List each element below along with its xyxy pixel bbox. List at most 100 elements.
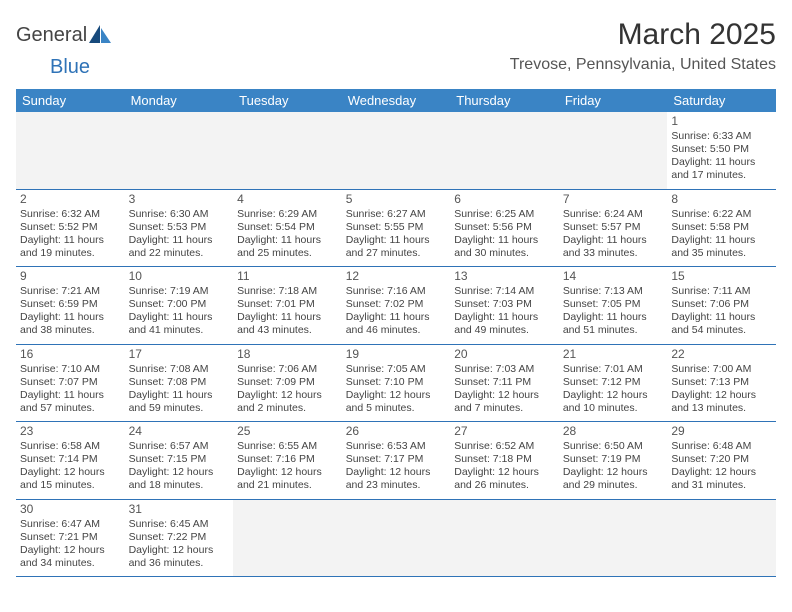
- daylight-text: Daylight: 12 hours and 23 minutes.: [346, 466, 447, 492]
- sunrise-text: Sunrise: 6:33 AM: [671, 130, 772, 143]
- logo-sail-icon: [89, 25, 111, 49]
- day-cell: 27Sunrise: 6:52 AMSunset: 7:18 PMDayligh…: [450, 422, 559, 500]
- sunset-text: Sunset: 7:18 PM: [454, 453, 555, 466]
- brand-logo: General: [16, 24, 111, 47]
- calendar-table: SundayMondayTuesdayWednesdayThursdayFrid…: [16, 89, 776, 577]
- day-cell: 8Sunrise: 6:22 AMSunset: 5:58 PMDaylight…: [667, 189, 776, 267]
- day-number: 19: [346, 347, 447, 362]
- day-cell: 1Sunrise: 6:33 AMSunset: 5:50 PMDaylight…: [667, 112, 776, 189]
- day-cell: 18Sunrise: 7:06 AMSunset: 7:09 PMDayligh…: [233, 344, 342, 422]
- day-cell: 7Sunrise: 6:24 AMSunset: 5:57 PMDaylight…: [559, 189, 668, 267]
- weekday-header: Tuesday: [233, 89, 342, 112]
- day-cell: 25Sunrise: 6:55 AMSunset: 7:16 PMDayligh…: [233, 422, 342, 500]
- day-cell: 9Sunrise: 7:21 AMSunset: 6:59 PMDaylight…: [16, 267, 125, 345]
- sunset-text: Sunset: 7:07 PM: [20, 376, 121, 389]
- day-cell: 21Sunrise: 7:01 AMSunset: 7:12 PMDayligh…: [559, 344, 668, 422]
- daylight-text: Daylight: 11 hours and 57 minutes.: [20, 389, 121, 415]
- empty-cell: [559, 112, 668, 189]
- calendar-row: 23Sunrise: 6:58 AMSunset: 7:14 PMDayligh…: [16, 422, 776, 500]
- sunset-text: Sunset: 7:21 PM: [20, 531, 121, 544]
- daylight-text: Daylight: 12 hours and 21 minutes.: [237, 466, 338, 492]
- sunrise-text: Sunrise: 7:14 AM: [454, 285, 555, 298]
- empty-cell: [667, 499, 776, 577]
- day-number: 7: [563, 192, 664, 207]
- day-cell: 19Sunrise: 7:05 AMSunset: 7:10 PMDayligh…: [342, 344, 451, 422]
- daylight-text: Daylight: 11 hours and 35 minutes.: [671, 234, 772, 260]
- daylight-text: Daylight: 11 hours and 41 minutes.: [129, 311, 230, 337]
- sunset-text: Sunset: 7:05 PM: [563, 298, 664, 311]
- calendar-row: 2Sunrise: 6:32 AMSunset: 5:52 PMDaylight…: [16, 189, 776, 267]
- day-cell: 10Sunrise: 7:19 AMSunset: 7:00 PMDayligh…: [125, 267, 234, 345]
- daylight-text: Daylight: 12 hours and 26 minutes.: [454, 466, 555, 492]
- weekday-header: Saturday: [667, 89, 776, 112]
- day-number: 21: [563, 347, 664, 362]
- sunset-text: Sunset: 5:53 PM: [129, 221, 230, 234]
- daylight-text: Daylight: 11 hours and 46 minutes.: [346, 311, 447, 337]
- empty-cell: [559, 499, 668, 577]
- location-text: Trevose, Pennsylvania, United States: [510, 56, 776, 74]
- day-cell: 16Sunrise: 7:10 AMSunset: 7:07 PMDayligh…: [16, 344, 125, 422]
- sunset-text: Sunset: 7:09 PM: [237, 376, 338, 389]
- day-cell: 29Sunrise: 6:48 AMSunset: 7:20 PMDayligh…: [667, 422, 776, 500]
- sunrise-text: Sunrise: 7:19 AM: [129, 285, 230, 298]
- day-cell: 6Sunrise: 6:25 AMSunset: 5:56 PMDaylight…: [450, 189, 559, 267]
- day-cell: 30Sunrise: 6:47 AMSunset: 7:21 PMDayligh…: [16, 499, 125, 577]
- daylight-text: Daylight: 11 hours and 43 minutes.: [237, 311, 338, 337]
- day-cell: 3Sunrise: 6:30 AMSunset: 5:53 PMDaylight…: [125, 189, 234, 267]
- daylight-text: Daylight: 11 hours and 19 minutes.: [20, 234, 121, 260]
- daylight-text: Daylight: 11 hours and 27 minutes.: [346, 234, 447, 260]
- empty-cell: [125, 112, 234, 189]
- day-cell: 22Sunrise: 7:00 AMSunset: 7:13 PMDayligh…: [667, 344, 776, 422]
- calendar-row: 9Sunrise: 7:21 AMSunset: 6:59 PMDaylight…: [16, 267, 776, 345]
- daylight-text: Daylight: 12 hours and 10 minutes.: [563, 389, 664, 415]
- day-cell: 4Sunrise: 6:29 AMSunset: 5:54 PMDaylight…: [233, 189, 342, 267]
- daylight-text: Daylight: 11 hours and 54 minutes.: [671, 311, 772, 337]
- daylight-text: Daylight: 12 hours and 29 minutes.: [563, 466, 664, 492]
- empty-cell: [450, 499, 559, 577]
- sunrise-text: Sunrise: 7:01 AM: [563, 363, 664, 376]
- day-number: 27: [454, 424, 555, 439]
- day-number: 17: [129, 347, 230, 362]
- brand-part2: Blue: [50, 56, 90, 79]
- sunrise-text: Sunrise: 6:29 AM: [237, 208, 338, 221]
- daylight-text: Daylight: 11 hours and 49 minutes.: [454, 311, 555, 337]
- day-cell: 17Sunrise: 7:08 AMSunset: 7:08 PMDayligh…: [125, 344, 234, 422]
- daylight-text: Daylight: 12 hours and 18 minutes.: [129, 466, 230, 492]
- day-cell: 26Sunrise: 6:53 AMSunset: 7:17 PMDayligh…: [342, 422, 451, 500]
- sunrise-text: Sunrise: 6:45 AM: [129, 518, 230, 531]
- sunset-text: Sunset: 5:57 PM: [563, 221, 664, 234]
- sunrise-text: Sunrise: 7:18 AM: [237, 285, 338, 298]
- daylight-text: Daylight: 12 hours and 36 minutes.: [129, 544, 230, 570]
- daylight-text: Daylight: 11 hours and 25 minutes.: [237, 234, 338, 260]
- day-number: 28: [563, 424, 664, 439]
- sunset-text: Sunset: 7:19 PM: [563, 453, 664, 466]
- title-block: March 2025 Trevose, Pennsylvania, United…: [510, 18, 776, 74]
- day-cell: 2Sunrise: 6:32 AMSunset: 5:52 PMDaylight…: [16, 189, 125, 267]
- day-cell: 20Sunrise: 7:03 AMSunset: 7:11 PMDayligh…: [450, 344, 559, 422]
- day-number: 26: [346, 424, 447, 439]
- day-cell: 23Sunrise: 6:58 AMSunset: 7:14 PMDayligh…: [16, 422, 125, 500]
- sunrise-text: Sunrise: 7:13 AM: [563, 285, 664, 298]
- day-cell: 14Sunrise: 7:13 AMSunset: 7:05 PMDayligh…: [559, 267, 668, 345]
- daylight-text: Daylight: 12 hours and 7 minutes.: [454, 389, 555, 415]
- day-number: 11: [237, 269, 338, 284]
- daylight-text: Daylight: 12 hours and 13 minutes.: [671, 389, 772, 415]
- weekday-header: Friday: [559, 89, 668, 112]
- weekday-header: Wednesday: [342, 89, 451, 112]
- sunset-text: Sunset: 6:59 PM: [20, 298, 121, 311]
- daylight-text: Daylight: 12 hours and 15 minutes.: [20, 466, 121, 492]
- day-number: 10: [129, 269, 230, 284]
- sunrise-text: Sunrise: 6:55 AM: [237, 440, 338, 453]
- day-number: 1: [671, 114, 772, 129]
- day-number: 9: [20, 269, 121, 284]
- day-number: 24: [129, 424, 230, 439]
- day-number: 4: [237, 192, 338, 207]
- sunrise-text: Sunrise: 6:22 AM: [671, 208, 772, 221]
- day-cell: 5Sunrise: 6:27 AMSunset: 5:55 PMDaylight…: [342, 189, 451, 267]
- sunset-text: Sunset: 5:52 PM: [20, 221, 121, 234]
- month-title: March 2025: [510, 18, 776, 52]
- day-number: 3: [129, 192, 230, 207]
- sunrise-text: Sunrise: 7:05 AM: [346, 363, 447, 376]
- day-number: 30: [20, 502, 121, 517]
- calendar-row: 1Sunrise: 6:33 AMSunset: 5:50 PMDaylight…: [16, 112, 776, 189]
